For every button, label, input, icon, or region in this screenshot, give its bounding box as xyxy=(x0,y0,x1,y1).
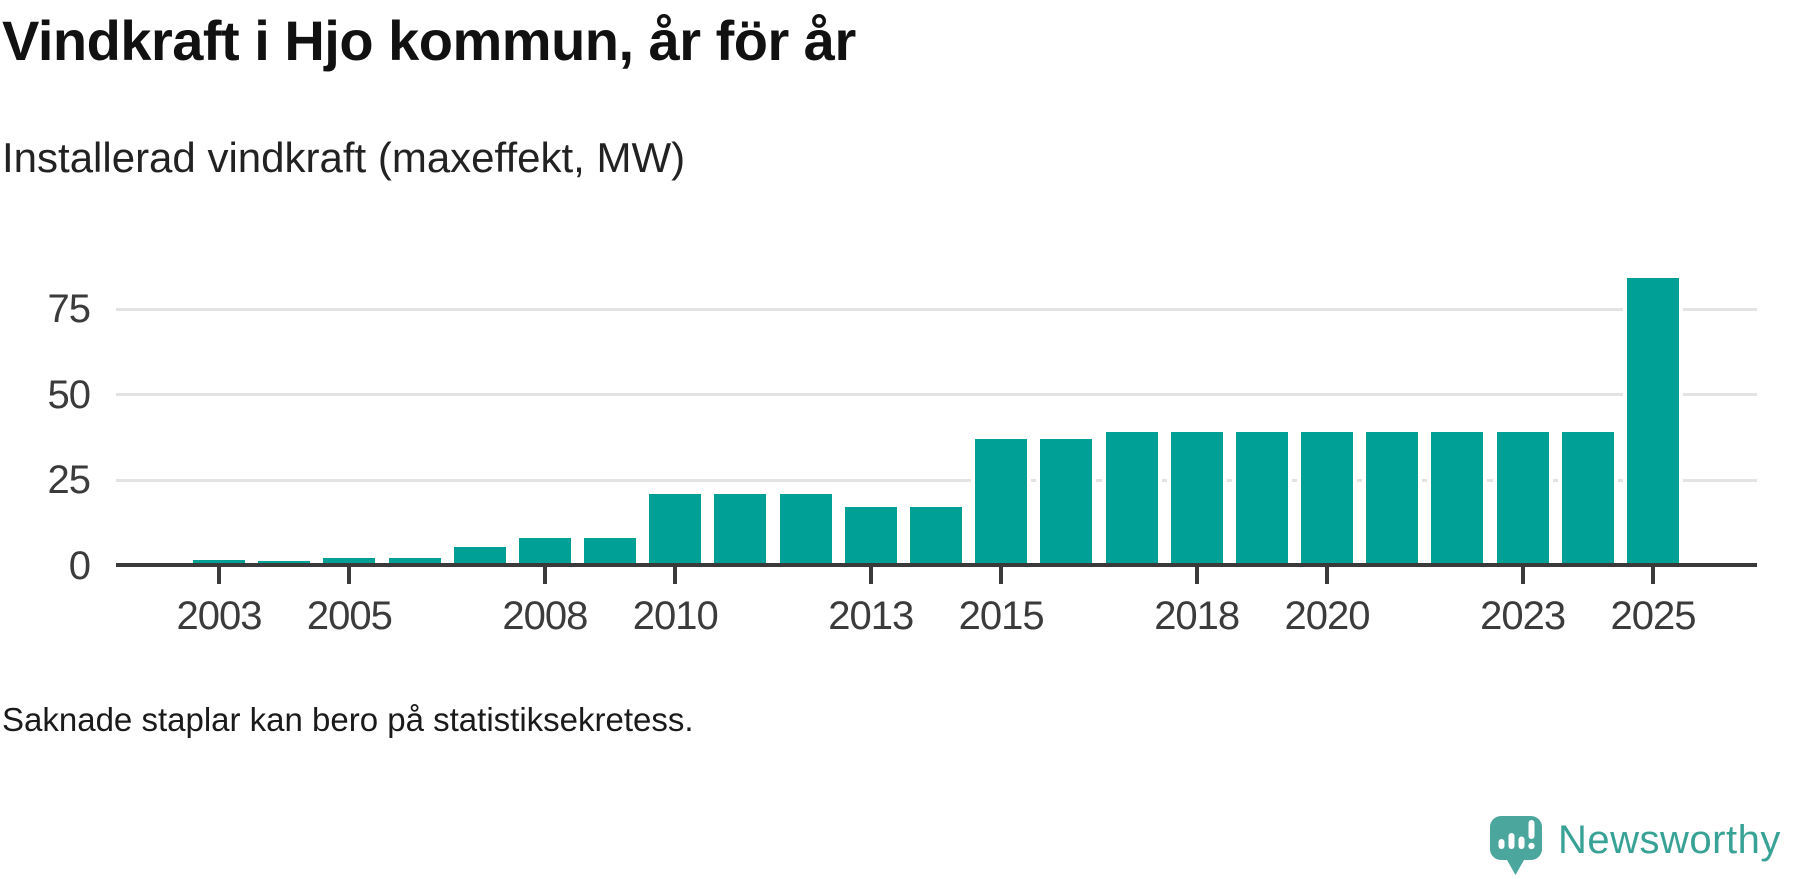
newsworthy-branding: Newsworthy xyxy=(1490,816,1781,876)
x-axis-label: 2005 xyxy=(306,594,393,638)
bar xyxy=(1105,432,1158,567)
bar xyxy=(1235,432,1288,567)
bar xyxy=(453,546,506,567)
gridline-50 xyxy=(116,393,1757,396)
bar xyxy=(909,507,962,567)
x-axis-label: 2023 xyxy=(1480,594,1566,638)
x-axis-baseline xyxy=(116,562,1757,567)
x-axis-label: 2008 xyxy=(502,594,588,638)
chart-title: Vindkraft i Hjo kommun, år för år xyxy=(2,9,856,72)
x-axis-tick xyxy=(542,566,547,584)
bar xyxy=(584,538,637,567)
bar xyxy=(1626,278,1679,567)
bar xyxy=(1561,432,1614,567)
x-axis-tick xyxy=(1194,566,1199,584)
bar xyxy=(844,507,897,567)
bar xyxy=(1040,438,1093,567)
bar xyxy=(388,557,441,567)
bar-chart-plot-area: 0 25 50 75 2003 2005 2008 2010 2013 2015 2018 2020 2… xyxy=(47,278,1757,638)
bar xyxy=(649,493,702,567)
bar xyxy=(1170,432,1223,567)
bar xyxy=(1301,432,1354,567)
x-axis-label: 2013 xyxy=(828,594,914,638)
bar xyxy=(1431,432,1484,567)
y-axis-label: 25 xyxy=(47,458,92,502)
x-axis-tick xyxy=(868,566,873,584)
y-axis-label: 50 xyxy=(47,372,92,417)
x-axis-tick xyxy=(1650,566,1655,584)
x-axis-label: 2003 xyxy=(176,594,263,638)
bar xyxy=(323,557,376,567)
y-axis-label: 0 xyxy=(68,543,91,588)
x-axis-tick xyxy=(217,566,221,584)
bar xyxy=(518,538,571,567)
bar xyxy=(779,493,832,567)
x-axis-label: 2018 xyxy=(1154,594,1240,638)
bar xyxy=(1496,432,1549,567)
x-axis-label: 2015 xyxy=(958,594,1045,638)
newsworthy-logo-text: Newsworthy xyxy=(1558,818,1781,862)
gridline-75 xyxy=(116,307,1757,311)
x-axis-tick xyxy=(673,566,678,584)
x-axis-tick xyxy=(1325,566,1330,584)
x-axis-tick xyxy=(1520,566,1525,584)
x-axis-label: 2020 xyxy=(1284,594,1371,638)
newsworthy-logo-bars xyxy=(1498,820,1535,850)
bar xyxy=(975,438,1028,567)
chart-footnote: Saknade staplar kan bero på statistiksek… xyxy=(2,701,694,738)
x-axis-tick xyxy=(347,566,352,584)
chart-subtitle: Installerad vindkraft (maxeffekt, MW) xyxy=(2,134,686,181)
bar xyxy=(714,493,767,567)
gridline-25 xyxy=(116,478,1757,482)
x-axis-label: 2010 xyxy=(632,594,719,638)
bar xyxy=(1366,432,1419,567)
x-axis-tick xyxy=(999,566,1004,584)
y-axis-label: 75 xyxy=(47,287,92,331)
newsworthy-logo-icon xyxy=(1490,816,1542,875)
x-axis-label: 2025 xyxy=(1610,594,1696,638)
